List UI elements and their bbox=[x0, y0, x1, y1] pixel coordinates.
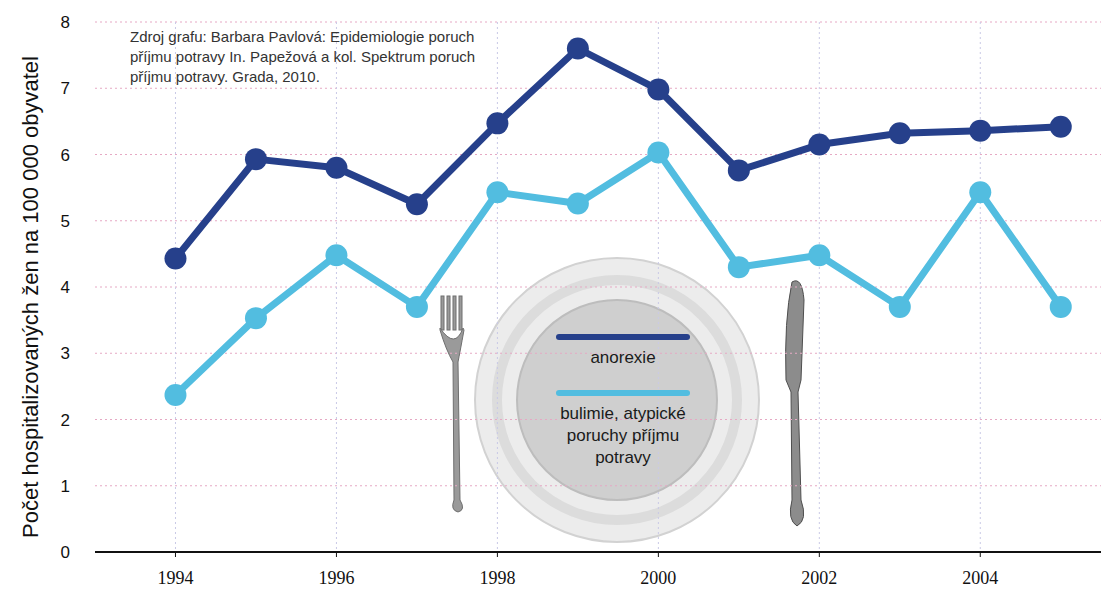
data-point bbox=[969, 120, 991, 142]
fork-tine bbox=[459, 296, 462, 330]
source-note: Zdroj grafu: Barbara Pavlová: Epidemiolo… bbox=[130, 28, 475, 85]
legend-swatch bbox=[559, 390, 687, 396]
text-line: anorexie bbox=[590, 348, 655, 367]
grid-line-y bbox=[95, 287, 1101, 288]
data-point bbox=[567, 193, 589, 215]
y-tick-label: 5 bbox=[61, 212, 70, 231]
grid-line-x bbox=[819, 22, 820, 552]
data-point bbox=[164, 248, 186, 270]
text-line: Zdroj grafu: Barbara Pavlová: Epidemiolo… bbox=[130, 28, 474, 45]
y-axis-title: Počet hospitalizovaných žen na 100 000 o… bbox=[18, 56, 43, 538]
data-point bbox=[647, 142, 669, 164]
text-line: příjmu potravy In. Papežová a kol. Spekt… bbox=[130, 48, 475, 65]
plate-decoration bbox=[440, 258, 804, 542]
data-point bbox=[728, 159, 750, 181]
x-tick bbox=[336, 552, 337, 557]
data-point bbox=[486, 112, 508, 134]
y-tick-label: 1 bbox=[61, 477, 70, 496]
x-tick bbox=[175, 552, 176, 557]
text-line: bulimie, atypické bbox=[560, 404, 686, 423]
fork-tine bbox=[453, 296, 456, 330]
x-tick-label: 2000 bbox=[640, 568, 676, 588]
data-point bbox=[164, 384, 186, 406]
data-point bbox=[969, 181, 991, 203]
grid-line-y bbox=[95, 552, 1101, 553]
fork bbox=[440, 296, 464, 512]
knife bbox=[786, 281, 804, 526]
plate-rim bbox=[475, 258, 759, 542]
grid-line-x bbox=[497, 22, 498, 552]
data-point bbox=[325, 157, 347, 179]
legend-swatch bbox=[559, 334, 687, 340]
grid-line-x bbox=[336, 22, 337, 552]
legend: anorexie bulimie, atypické poruchy příjmu p… bbox=[559, 337, 687, 467]
x-axis-line bbox=[95, 551, 1101, 553]
grid-line-x bbox=[175, 22, 176, 552]
y-tick-label: 2 bbox=[61, 411, 70, 430]
chart: 0 1 2 3 4 5 6 7 8 1994 1996 1998 2000 2002 2004 Počet h… bbox=[0, 0, 1101, 590]
x-tick bbox=[497, 552, 498, 557]
grid-line-y bbox=[95, 88, 1101, 89]
x-tick-label: 1996 bbox=[318, 568, 354, 588]
data-point bbox=[808, 244, 830, 266]
text-line: poruchy příjmu bbox=[567, 426, 679, 445]
data-point bbox=[1050, 116, 1072, 138]
data-point bbox=[647, 79, 669, 101]
x-tick bbox=[819, 552, 820, 557]
text-line: příjmu potravy. Grada, 2010. bbox=[130, 68, 320, 85]
y-tick-label: 3 bbox=[61, 344, 70, 363]
data-point bbox=[486, 181, 508, 203]
plate-pattern bbox=[497, 280, 737, 520]
data-point bbox=[406, 193, 428, 215]
data-point bbox=[406, 296, 428, 318]
fork-tine bbox=[447, 296, 450, 330]
grid-line-x bbox=[658, 22, 659, 552]
data-point bbox=[567, 38, 589, 60]
y-tick-label: 4 bbox=[61, 278, 70, 297]
text-line: potravy bbox=[595, 448, 651, 467]
grid-line-y bbox=[95, 220, 1101, 221]
data-point bbox=[325, 244, 347, 266]
y-tick-label: 0 bbox=[61, 543, 70, 562]
series-line bbox=[175, 49, 1060, 259]
data-point bbox=[889, 296, 911, 318]
grid-line-y bbox=[95, 485, 1101, 486]
grid bbox=[95, 22, 1101, 552]
y-tick-label: 7 bbox=[61, 79, 70, 98]
plate-center bbox=[517, 300, 717, 500]
x-tick-label: 1994 bbox=[157, 568, 193, 588]
data-point bbox=[728, 256, 750, 278]
fork-tine bbox=[441, 296, 444, 330]
x-tick-label: 2004 bbox=[962, 568, 998, 588]
x-tick bbox=[658, 552, 659, 557]
grid-line-y bbox=[95, 22, 1101, 23]
plot-area bbox=[164, 38, 1071, 406]
y-tick-label: 6 bbox=[61, 146, 70, 165]
series-line bbox=[175, 153, 1060, 395]
x-tick-label: 2002 bbox=[801, 568, 837, 588]
data-point bbox=[245, 148, 267, 170]
legend-label: anorexie bbox=[590, 348, 655, 367]
x-tick bbox=[980, 552, 981, 557]
grid-line-x bbox=[980, 22, 981, 552]
data-point bbox=[808, 134, 830, 156]
y-tick-label: 8 bbox=[61, 13, 70, 32]
data-point bbox=[245, 307, 267, 329]
x-tick-label: 1998 bbox=[479, 568, 515, 588]
data-point bbox=[1050, 296, 1072, 318]
data-point bbox=[889, 122, 911, 144]
legend-label: bulimie, atypické poruchy příjmu potravy bbox=[560, 404, 686, 467]
